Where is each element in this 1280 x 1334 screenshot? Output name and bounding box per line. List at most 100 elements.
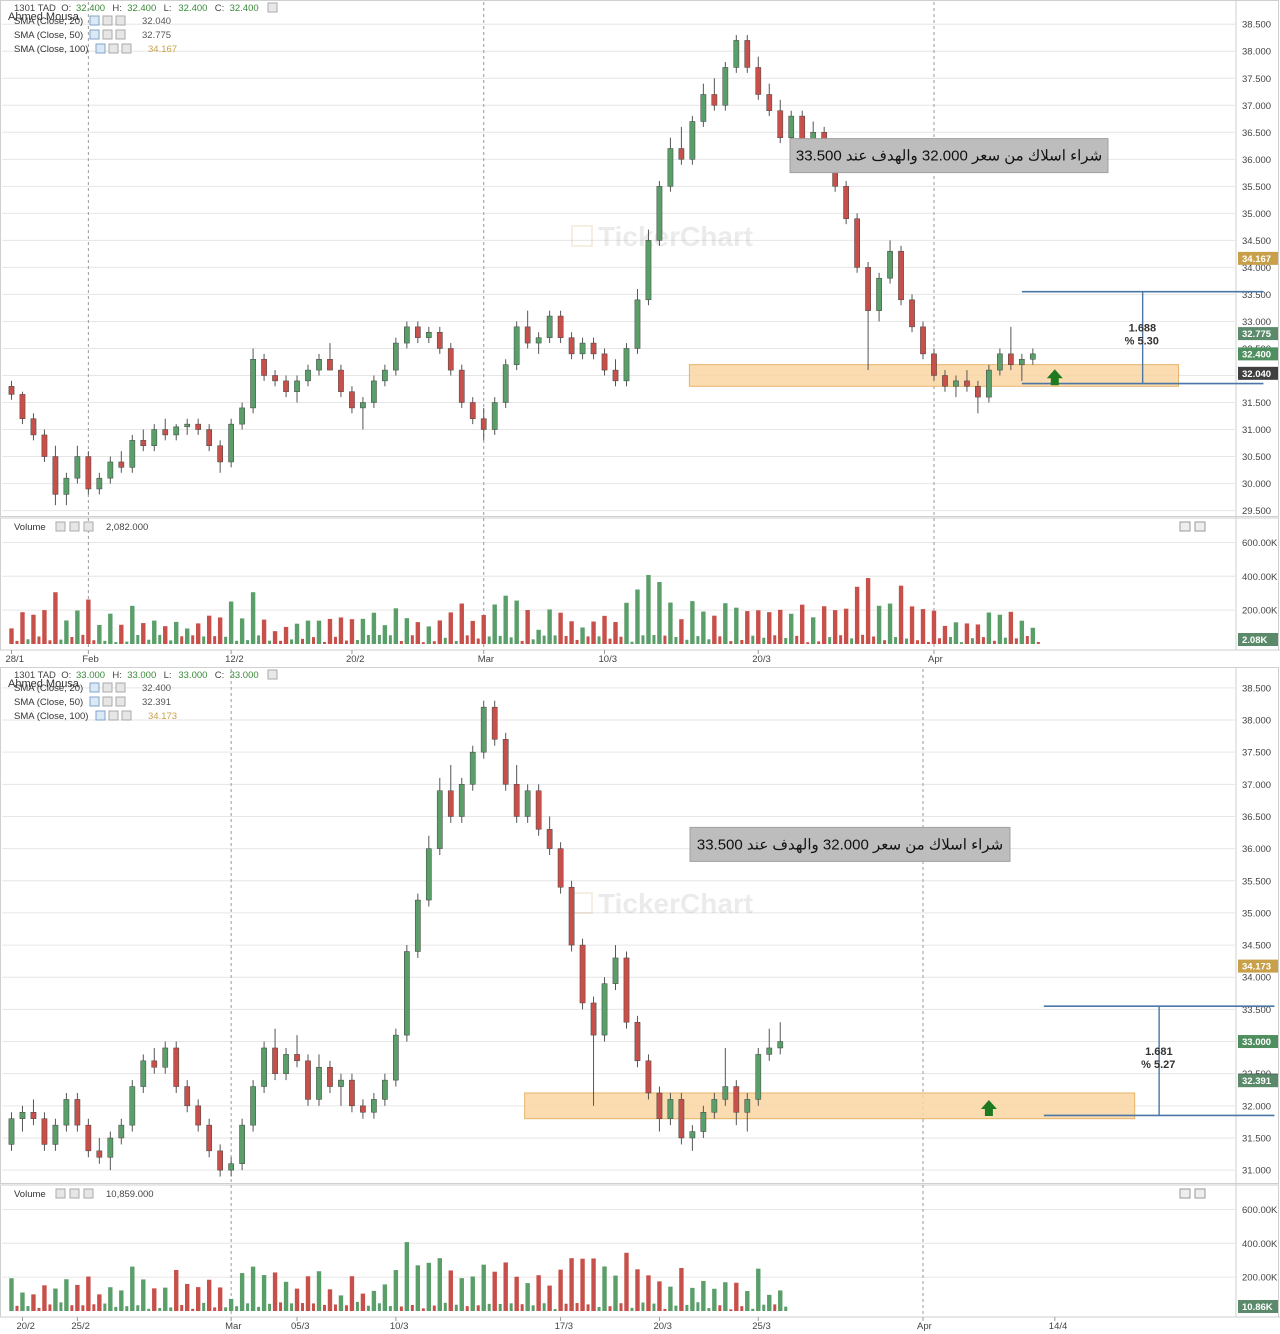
visibility-icon[interactable] <box>55 521 66 532</box>
volume-bar <box>465 635 469 644</box>
chart-panel-top[interactable]: 29.50030.00030.50031.00031.50032.00032.5… <box>0 0 1280 667</box>
settings-icon[interactable] <box>102 696 113 707</box>
candle-41 <box>458 364 465 408</box>
maximize-icon[interactable] <box>1179 1188 1191 1199</box>
indicator-name: SMA (Close, 100) <box>14 711 88 722</box>
volume-bar <box>887 603 893 644</box>
candle-body <box>436 790 443 849</box>
volume-bar <box>773 1304 777 1311</box>
volume-bar <box>81 1305 85 1311</box>
candle-18 <box>206 424 213 452</box>
volume-bar <box>410 1304 414 1311</box>
x-tick-label: Apr <box>917 1321 932 1332</box>
volume-bar <box>26 1306 30 1311</box>
candle-body <box>239 1124 245 1164</box>
settings-icon[interactable] <box>102 29 113 40</box>
candle-27 <box>305 364 311 387</box>
price-tag-label: 34.173 <box>1242 962 1271 973</box>
more-icon[interactable] <box>267 669 278 680</box>
settings-icon[interactable] <box>102 15 113 26</box>
candle-body <box>612 957 619 984</box>
close-icon[interactable] <box>121 43 132 54</box>
candle-body <box>755 1054 762 1100</box>
candle-body <box>206 1124 213 1152</box>
settings-icon[interactable] <box>69 1188 80 1199</box>
volume-bar <box>355 1301 359 1311</box>
volume-bar <box>454 1304 458 1311</box>
more-icon[interactable] <box>1194 1188 1206 1199</box>
volume-bar <box>553 1308 557 1311</box>
candle-body <box>41 1118 48 1145</box>
volume-bar <box>224 1307 228 1311</box>
candle-40 <box>447 343 454 376</box>
author-label: Ahmed Mousa <box>8 678 80 690</box>
candle-body <box>19 1112 26 1119</box>
candle-body <box>656 1092 663 1119</box>
volume-label: Volume <box>14 522 46 533</box>
volume-bar <box>821 606 827 644</box>
candle-body <box>19 394 26 419</box>
visibility-icon[interactable] <box>95 710 106 721</box>
visibility-icon[interactable] <box>89 696 100 707</box>
candle-19 <box>217 440 224 473</box>
settings-icon[interactable] <box>69 521 80 532</box>
volume-bar <box>15 1305 19 1311</box>
price-tag-label: 32.400 <box>1242 349 1271 360</box>
watermark-text: TickerChart <box>598 221 753 252</box>
candle-body <box>634 299 641 349</box>
more-icon[interactable] <box>1194 521 1206 532</box>
candle-body <box>272 1047 278 1074</box>
more-icon[interactable] <box>267 2 278 13</box>
visibility-icon[interactable] <box>89 29 100 40</box>
note-box[interactable] <box>789 138 1109 174</box>
volume-bar <box>986 612 992 644</box>
x-tick-label: Feb <box>82 654 98 665</box>
volume-bar <box>64 1279 69 1311</box>
candle-body <box>590 342 597 355</box>
candle-65 <box>722 1047 729 1106</box>
visibility-icon[interactable] <box>95 43 106 54</box>
settings-icon[interactable] <box>108 710 119 721</box>
close-icon[interactable] <box>121 710 132 721</box>
candle-body <box>151 429 158 446</box>
candle-body <box>942 375 948 387</box>
volume-bar <box>312 637 315 644</box>
close-icon[interactable] <box>115 682 126 693</box>
volume-bar <box>147 639 151 644</box>
candle-1 <box>19 391 26 425</box>
candle-56 <box>623 951 630 1029</box>
candle-38 <box>425 835 432 907</box>
volume-bar <box>525 1283 530 1311</box>
close-icon[interactable] <box>83 1188 94 1199</box>
settings-icon[interactable] <box>108 43 119 54</box>
visibility-icon[interactable] <box>55 1188 66 1199</box>
close-icon[interactable] <box>115 696 126 707</box>
candle-67 <box>744 1092 751 1132</box>
volume-bar <box>542 635 546 644</box>
close-icon[interactable] <box>83 521 94 532</box>
candle-62 <box>689 116 696 165</box>
close-icon[interactable] <box>115 15 126 26</box>
chart-panel-bottom[interactable]: 31.00031.50032.00032.50033.00033.50034.0… <box>0 667 1280 1334</box>
candle-body <box>755 67 762 95</box>
candle-body <box>667 148 674 187</box>
note-box[interactable] <box>689 826 1011 862</box>
volume-bar <box>558 612 563 644</box>
visibility-icon[interactable] <box>89 15 100 26</box>
volume-bar <box>718 636 722 644</box>
volume-bar <box>279 640 283 644</box>
volume-bar <box>762 637 766 644</box>
buy-zone[interactable] <box>524 1092 1136 1120</box>
candle-53 <box>590 996 597 1106</box>
visibility-icon[interactable] <box>89 682 100 693</box>
watermark: TickerChart <box>571 221 753 252</box>
volume-bar <box>514 600 519 644</box>
candle-body <box>305 369 311 382</box>
volume-tick-label: 600.00K <box>1242 1205 1278 1216</box>
x-tick-label: 10/3 <box>599 654 618 665</box>
candle-body <box>777 1041 784 1049</box>
candle-7 <box>85 1118 92 1158</box>
maximize-icon[interactable] <box>1179 521 1191 532</box>
close-icon[interactable] <box>115 29 126 40</box>
settings-icon[interactable] <box>102 682 113 693</box>
